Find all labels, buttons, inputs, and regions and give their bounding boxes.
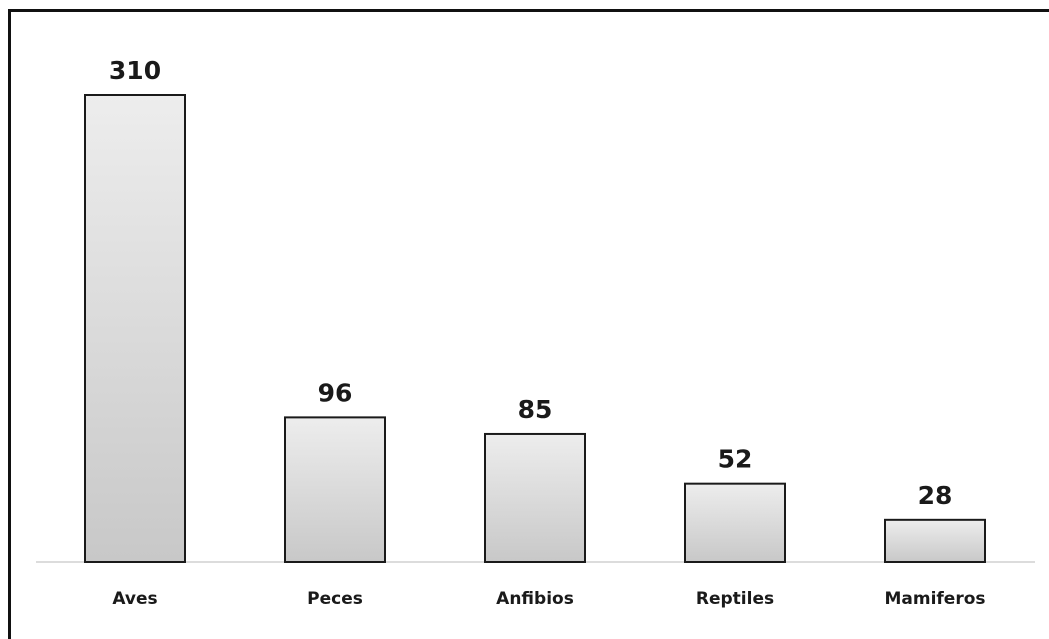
category-labels-group: Aves Peces Anfibios Reptiles Mamiferos [112, 589, 985, 609]
chart-frame [8, 9, 1049, 639]
value-labels-group: 310 96 85 52 28 [109, 56, 952, 510]
category-label-peces: Peces [307, 589, 363, 609]
value-label-peces: 96 [318, 378, 353, 407]
value-label-reptiles: 52 [718, 445, 753, 474]
category-label-reptiles: Reptiles [696, 589, 774, 609]
bar-mamiferos [884, 518, 986, 563]
category-label-mamiferos: Mamiferos [884, 589, 985, 609]
category-label-anfibios: Anfibios [496, 589, 574, 609]
bar-reptiles [684, 482, 786, 564]
category-label-aves: Aves [112, 589, 157, 609]
bar-peces [284, 416, 386, 563]
bar-chart: 310 96 85 52 28 Aves Peces Anfibios Reptiles Mam… [36, 56, 1035, 609]
value-label-anfibios: 85 [518, 395, 553, 424]
bars-group [84, 94, 986, 564]
bar-aves [84, 94, 186, 563]
value-label-mamiferos: 28 [918, 481, 953, 510]
bar-anfibios [484, 432, 586, 563]
value-label-aves: 310 [109, 56, 161, 85]
